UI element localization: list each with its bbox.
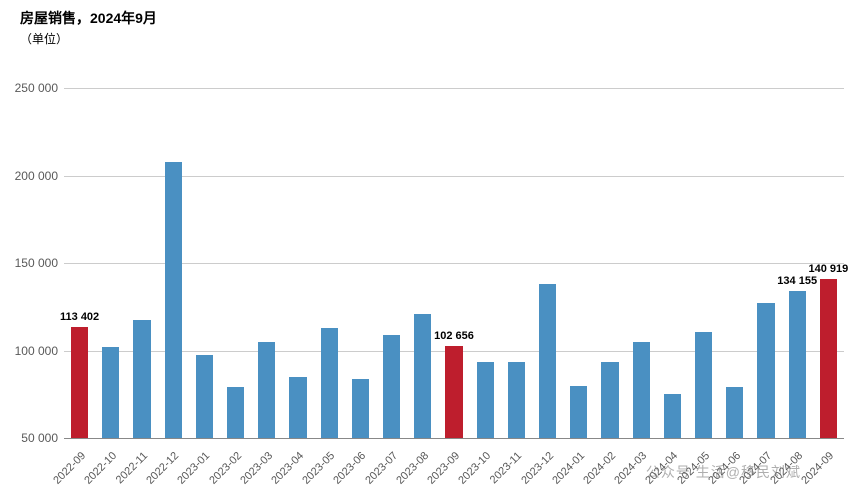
bar [601, 362, 618, 438]
plot-area: 50 000100 000150 000200 000250 0002022-0… [64, 88, 844, 438]
watermark-text: 公众号 生活@移民刘斌 [646, 462, 801, 482]
bar [321, 328, 338, 438]
bar [789, 291, 806, 438]
bar [258, 342, 275, 438]
bar [414, 314, 431, 438]
bar [757, 303, 774, 438]
y-tick-label: 50 000 [21, 431, 64, 445]
bar [539, 284, 556, 438]
y-tick-label: 200 000 [15, 169, 64, 183]
baseline [64, 438, 844, 439]
bar [71, 327, 88, 438]
chart-title: 房屋销售，2024年9月 [20, 8, 157, 28]
data-label: 102 656 [434, 330, 474, 342]
bar [165, 162, 182, 438]
gridline [64, 88, 844, 89]
bar [102, 347, 119, 438]
bar [289, 377, 306, 438]
bar [133, 320, 150, 438]
y-tick-label: 250 000 [15, 81, 64, 95]
bar [383, 335, 400, 438]
bar [477, 362, 494, 438]
y-tick-label: 100 000 [15, 344, 64, 358]
y-tick-label: 150 000 [15, 256, 64, 270]
bar [726, 387, 743, 438]
chart-subtitle: （单位） [20, 30, 68, 47]
bar [664, 394, 681, 438]
bar [820, 279, 837, 438]
bar [508, 362, 525, 438]
bar [570, 386, 587, 439]
bar [695, 332, 712, 438]
bar [196, 355, 213, 438]
data-label: 113 402 [60, 311, 99, 323]
bar [227, 387, 244, 438]
bar [445, 346, 462, 438]
bar [352, 379, 369, 438]
data-label: 134 155 [777, 275, 817, 287]
data-label: 140 919 [809, 263, 849, 275]
bar [633, 342, 650, 438]
